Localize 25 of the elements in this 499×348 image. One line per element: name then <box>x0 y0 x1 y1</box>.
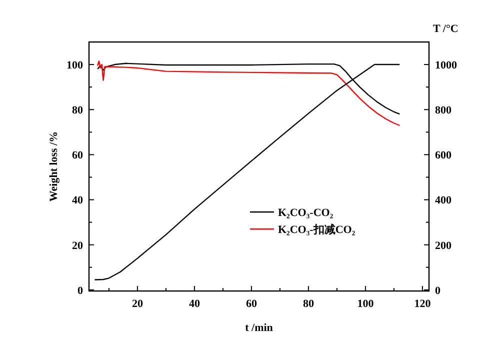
y-tick-label: 0 <box>78 284 84 297</box>
x-tick-label: 100 <box>357 298 374 310</box>
y2-tick-label: 800 <box>435 104 452 117</box>
y2-tick-label: 400 <box>435 194 452 207</box>
y-tick-label: 100 <box>66 60 84 72</box>
x-tick-label: 60 <box>246 298 258 310</box>
legend-label: K₂CO₃-CO₂ <box>278 207 334 219</box>
x-tick-label: 80 <box>302 298 314 310</box>
y-tick-label: 20 <box>72 240 84 252</box>
x-tick-label: 40 <box>188 298 200 310</box>
y2-tick-label: 1000 <box>435 60 458 72</box>
y2-tick-label: 600 <box>435 150 452 162</box>
y-axis-title: Weight loss /% <box>48 131 60 202</box>
x-axis-title: t /min <box>245 322 273 334</box>
y2-tick-label: 200 <box>435 240 452 252</box>
line-series <box>96 60 400 126</box>
y-tick-label: 60 <box>72 150 84 162</box>
y-tick-label: 40 <box>72 194 84 207</box>
y-tick-label: 80 <box>72 104 84 117</box>
y2-axis-title: T /°C <box>433 23 458 35</box>
x-tick-label: 20 <box>132 298 144 310</box>
line-series <box>94 64 400 280</box>
y2-tick-label: 0 <box>435 284 441 297</box>
x-tick-label: 120 <box>414 298 432 310</box>
legend-label: K₂CO₃-扣减CO₂ <box>278 223 356 236</box>
